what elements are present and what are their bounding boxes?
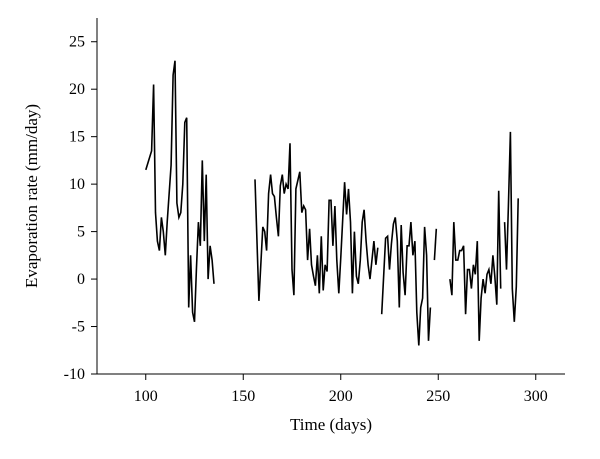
series-line-segment <box>254 143 379 301</box>
y-tick-label: 15 <box>69 129 85 146</box>
x-axis-label: Time (days) <box>290 415 372 434</box>
axis-ticks: 100 150 200 250 300 -10 -5 0 5 10 15 20 25 <box>64 34 548 405</box>
y-tick-label: 10 <box>69 176 85 193</box>
series-line-segment <box>449 190 502 341</box>
y-tick-label: -5 <box>72 319 85 336</box>
y-tick-label: 5 <box>77 224 85 241</box>
series-line-segment <box>380 217 432 346</box>
y-tick-label: 20 <box>69 81 85 98</box>
x-tick-label: 200 <box>329 388 353 405</box>
x-tick-label: 150 <box>231 388 255 405</box>
axes <box>96 18 565 375</box>
series-line-segment <box>503 131 519 322</box>
series-line-group <box>145 60 519 346</box>
x-tick-label: 100 <box>134 388 158 405</box>
series-line-segment <box>145 60 215 322</box>
y-axis-label: Evaporation rate (mm/day) <box>22 104 41 288</box>
y-tick-label: -10 <box>64 366 85 383</box>
series-line-segment <box>433 228 438 261</box>
y-tick-label: 0 <box>77 271 85 288</box>
x-tick-label: 250 <box>426 388 450 405</box>
y-tick-label: 25 <box>69 34 85 51</box>
x-tick-label: 300 <box>524 388 548 405</box>
